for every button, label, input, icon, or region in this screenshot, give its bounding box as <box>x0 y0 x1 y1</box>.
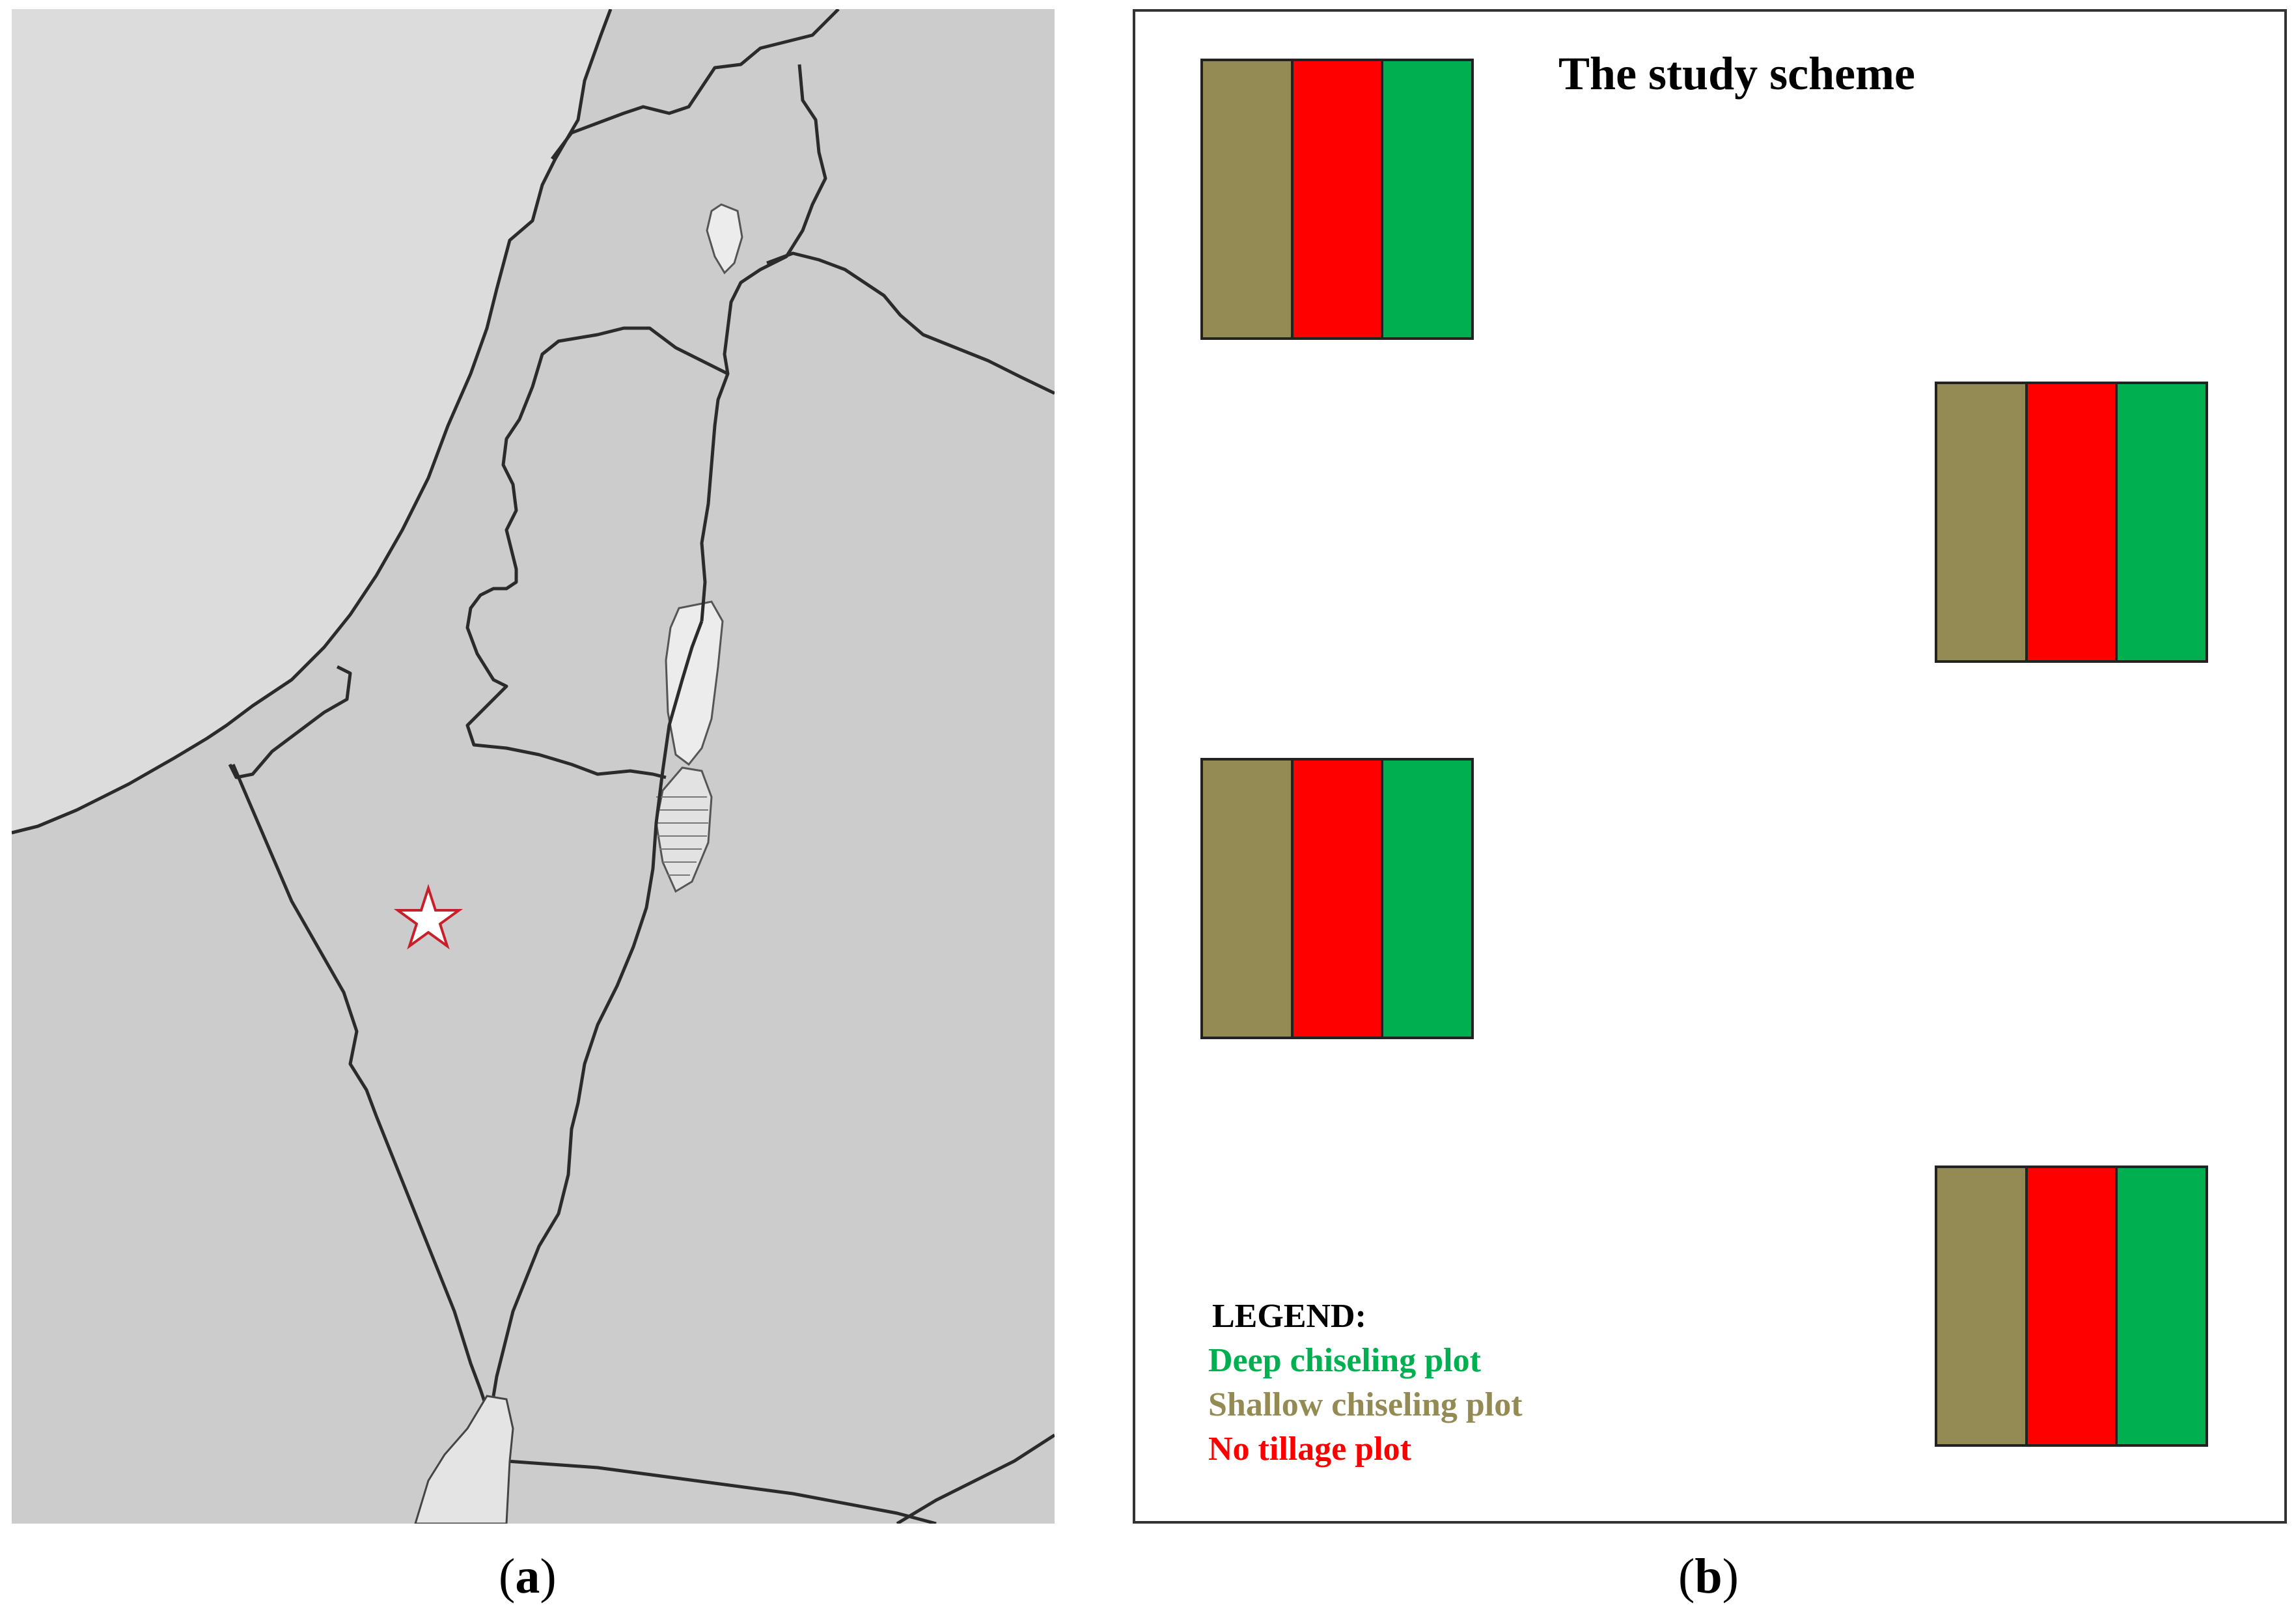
egypt-west-border <box>12 808 77 835</box>
strip-shallow <box>1937 1168 2025 1444</box>
location-map <box>12 9 1055 1524</box>
plot-block-2 <box>1935 382 2208 663</box>
strip-no-tillage <box>2025 384 2116 660</box>
strip-shallow <box>1203 761 1291 1037</box>
northern-border <box>551 9 840 160</box>
saudi-border <box>506 1459 937 1524</box>
legend-heading: LEGEND: <box>1212 1298 1366 1335</box>
strip-deep <box>1381 761 1472 1037</box>
golan-border <box>700 64 827 622</box>
gaza-border <box>228 665 352 779</box>
strip-deep <box>1381 61 1472 337</box>
legend-item-deep: Deep chiseling plot <box>1208 1342 1481 1379</box>
dead-sea-hatching <box>656 796 708 876</box>
jordan-saudi-border <box>896 1433 1055 1524</box>
coastline <box>12 9 613 835</box>
jordan-rift-border <box>491 621 704 1397</box>
plot-block-4 <box>1935 1165 2208 1447</box>
caption-b-letter: b <box>1694 1549 1722 1604</box>
map-svg <box>12 9 1055 1524</box>
plot-block-3 <box>1200 758 1474 1039</box>
strip-no-tillage <box>1290 61 1381 337</box>
lake-tiberias <box>706 203 743 275</box>
legend-item-no-tillage: No tillage plot <box>1208 1431 1411 1468</box>
strip-deep <box>2115 384 2206 660</box>
caption-b: (b) <box>1678 1549 1739 1604</box>
caption-a-letter: a <box>515 1549 540 1604</box>
jordan-syria-border <box>766 251 1055 395</box>
west-bank-border <box>465 326 729 779</box>
sinai-border <box>231 764 489 1410</box>
study-scheme-panel: The study scheme LEGEND: Deep chiseling … <box>1133 9 2287 1524</box>
strip-no-tillage <box>1290 761 1381 1037</box>
map-sea <box>12 9 611 833</box>
dead-sea <box>665 600 724 766</box>
borders <box>12 9 1055 1524</box>
plot-block-1 <box>1200 59 1474 340</box>
caption-a: (a) <box>499 1549 557 1604</box>
strip-no-tillage <box>2025 1168 2116 1444</box>
legend: LEGEND: Deep chiseling plot Shallow chis… <box>1208 1294 1523 1472</box>
legend-item-shallow: Shallow chiseling plot <box>1208 1386 1523 1423</box>
star-icon <box>393 884 463 950</box>
gulf-of-aqaba <box>414 1395 514 1524</box>
strip-shallow <box>1203 61 1291 337</box>
strip-shallow <box>1937 384 2025 660</box>
strip-deep <box>2115 1168 2206 1444</box>
scheme-title: The study scheme <box>1558 48 1916 100</box>
